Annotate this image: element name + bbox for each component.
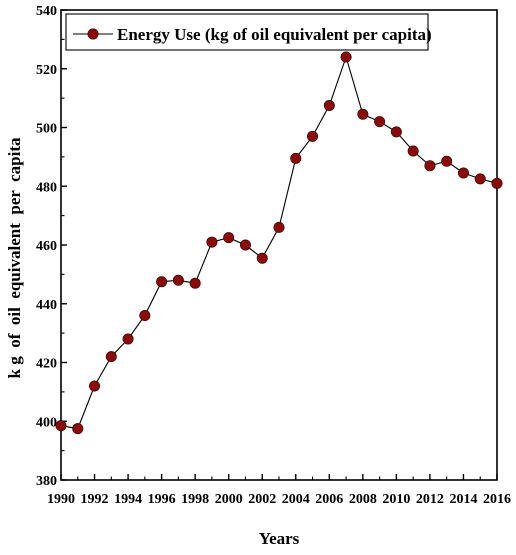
data-point	[139, 309, 151, 321]
x-axis-title: Years	[259, 529, 300, 548]
data-point	[491, 177, 503, 189]
x-tick-label: 2008	[349, 492, 377, 507]
x-tick-label: 2004	[282, 492, 310, 507]
series-line	[60, 55, 498, 430]
y-tick-label: 440	[36, 298, 57, 313]
data-point	[189, 277, 201, 289]
x-tick-label: 2010	[382, 492, 410, 507]
data-point	[172, 274, 184, 286]
data-point	[105, 351, 117, 363]
data-point	[457, 167, 469, 179]
x-tick-label: 1998	[181, 492, 209, 507]
y-tick-label: 400	[36, 415, 57, 430]
legend-box	[65, 13, 429, 51]
data-point	[390, 126, 402, 138]
data-point	[156, 276, 168, 288]
y-tick-label: 500	[36, 122, 57, 137]
data-point	[256, 252, 268, 264]
y-tick-label: 520	[36, 63, 57, 78]
y-tick-label: 420	[36, 357, 57, 372]
y-tick-label: 480	[36, 180, 57, 195]
y-tick-label: 380	[36, 474, 57, 489]
y-axis-title: k g of oil equivalent per capita	[5, 137, 24, 378]
data-point	[474, 173, 486, 185]
data-point	[290, 152, 302, 164]
x-tick-label: 2014	[449, 492, 477, 507]
data-point	[122, 333, 134, 345]
x-tick-label: 1992	[81, 492, 109, 507]
x-tick-label: 1990	[47, 492, 75, 507]
plot-frame	[60, 9, 498, 481]
data-point	[206, 236, 218, 248]
data-point	[441, 155, 453, 167]
legend-label: Energy Use (kg of oil equivalent per cap…	[117, 25, 432, 44]
y-tick-label: 540	[36, 4, 57, 19]
data-point	[55, 420, 67, 432]
x-tick-label: 2000	[215, 492, 243, 507]
data-point	[273, 221, 285, 233]
data-point	[323, 99, 335, 111]
data-point	[239, 239, 251, 251]
data-point	[357, 108, 369, 120]
legend-marker	[87, 28, 99, 40]
data-point	[374, 116, 386, 128]
x-tick-label: 2006	[315, 492, 343, 507]
x-tick-label: 2016	[483, 492, 511, 507]
y-tick-label: 460	[36, 239, 57, 254]
data-point	[72, 423, 84, 435]
data-point	[407, 145, 419, 157]
data-point	[223, 232, 235, 244]
data-point	[424, 160, 436, 172]
data-point	[340, 51, 352, 63]
x-tick-label: 2012	[416, 492, 444, 507]
x-tick-label: 1996	[148, 492, 176, 507]
x-tick-label: 1994	[114, 492, 142, 507]
x-tick-label: 2002	[248, 492, 276, 507]
data-point	[307, 130, 319, 142]
data-point	[89, 380, 101, 392]
